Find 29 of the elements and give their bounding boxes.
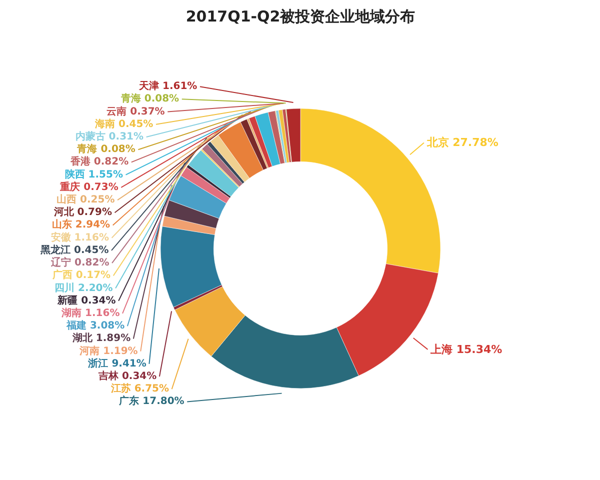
slice-label: 湖北 1.89% xyxy=(71,332,131,344)
slice-label: 安徽 1.16% xyxy=(50,231,109,244)
slice-label: 广西 0.17% xyxy=(51,269,111,282)
slice-label: 福建 3.08% xyxy=(65,320,125,332)
slice-label: 重庆 0.73% xyxy=(59,180,118,193)
slice-label: 湖南 1.16% xyxy=(60,306,120,319)
slice-label: 内蒙古 0.31% xyxy=(75,130,144,142)
slice-label: 广东 17.80% xyxy=(118,395,184,408)
slice-label: 山西 0.25% xyxy=(56,194,115,206)
slice-label: 吉林 0.34% xyxy=(97,370,157,382)
slice-label: 香港 0.82% xyxy=(69,156,129,168)
slice-label: 河南 1.19% xyxy=(78,344,138,357)
chart-title: 2017Q1-Q2被投资企业地域分布 xyxy=(186,8,416,26)
slice-label: 山东 2.94% xyxy=(52,218,110,231)
slice-label: 青海 0.08% xyxy=(76,143,136,156)
slice-label: 天津 1.61% xyxy=(138,80,198,92)
slice-label: 陕西 1.55% xyxy=(64,168,123,180)
slice-label: 浙江 9.41% xyxy=(87,357,146,370)
slice-label: 河北 0.79% xyxy=(52,206,112,218)
slice-label: 云南 0.37% xyxy=(106,105,165,118)
slice-label: 北京 27.78% xyxy=(426,136,498,150)
slice-label: 海南 0.45% xyxy=(94,118,154,130)
slice-label: 新疆 0.34% xyxy=(56,294,116,306)
slice-label: 江苏 6.75% xyxy=(110,382,170,395)
slice-label: 四川 2.20% xyxy=(54,282,113,294)
slice-label: 上海 15.34% xyxy=(430,342,502,356)
slice-label: 黑龙江 0.45% xyxy=(40,244,109,256)
slice-label: 青海 0.08% xyxy=(120,92,180,105)
slice-label: 辽宁 0.82% xyxy=(50,256,110,269)
